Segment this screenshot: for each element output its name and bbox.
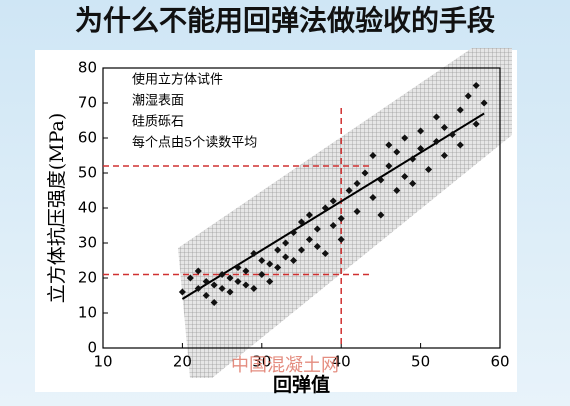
y-tick-label: 80: [78, 59, 97, 77]
point: [266, 260, 274, 268]
point: [305, 235, 313, 244]
point: [401, 134, 409, 142]
x-tick-label: 10: [93, 353, 112, 371]
point: [472, 81, 480, 90]
point: [202, 291, 210, 300]
point: [440, 151, 448, 160]
point: [313, 225, 321, 233]
point: [234, 263, 242, 272]
point: [210, 298, 218, 307]
point: [321, 204, 329, 212]
point: [464, 92, 472, 100]
point: [440, 123, 448, 132]
point: [393, 148, 401, 156]
point: [409, 179, 417, 188]
point: [369, 193, 377, 202]
point: [385, 162, 393, 170]
point: [432, 113, 441, 121]
point: [250, 284, 258, 293]
point: [274, 263, 282, 272]
watermark: 中国混凝土网: [231, 355, 339, 376]
point: [226, 274, 234, 282]
point: [218, 270, 226, 279]
point: [202, 277, 210, 286]
point: [417, 127, 425, 135]
y-tick-label: 0: [87, 339, 97, 357]
x-axis-label: 回弹值: [273, 373, 330, 396]
point: [377, 211, 385, 219]
point: [361, 169, 369, 177]
y-tick-label: 70: [78, 94, 97, 112]
point: [218, 284, 226, 293]
annotation: 硅质砾石: [132, 115, 184, 130]
y-tick-label: 40: [78, 199, 97, 217]
point: [194, 267, 202, 275]
point: [258, 270, 266, 279]
title: 为什么不能用回弹法做验收的手段: [75, 4, 495, 37]
point: [393, 186, 401, 195]
point: [321, 249, 329, 258]
point: [242, 267, 250, 275]
annotation: 潮湿表面: [132, 94, 184, 109]
y-tick-label: 30: [78, 234, 97, 252]
point: [353, 207, 361, 216]
point: [417, 144, 425, 153]
point: [329, 197, 337, 205]
point: [210, 281, 218, 289]
point: [377, 176, 385, 184]
point: [385, 141, 393, 149]
point: [258, 256, 266, 265]
y-tick-label: 50: [78, 164, 97, 182]
point: [194, 284, 202, 293]
x-tick-label: 20: [173, 353, 192, 371]
trend-line: [181, 112, 485, 300]
point: [234, 277, 242, 286]
y-tick-label: 10: [78, 304, 97, 322]
y-tick-label: 20: [78, 269, 97, 287]
point: [448, 130, 456, 139]
y-tick-label: 60: [78, 129, 97, 147]
point: [456, 141, 464, 149]
point: [297, 246, 306, 254]
y-axis-label: 立方体抗压强度(MPa): [46, 113, 68, 304]
x-tick-label: 50: [411, 353, 430, 371]
point: [242, 281, 250, 289]
point: [274, 246, 282, 254]
point: [178, 288, 186, 296]
annotation: 每个点由5个读数平均: [132, 135, 257, 151]
point: [369, 151, 377, 160]
x-tick-label: 60: [490, 353, 509, 371]
x-tick-label: 30: [252, 353, 271, 371]
point: [290, 256, 298, 265]
point: [226, 288, 234, 296]
point: [432, 137, 441, 146]
point: [186, 274, 194, 282]
point: [409, 155, 417, 163]
point: [282, 253, 290, 261]
point: [313, 242, 321, 251]
point: [282, 239, 290, 247]
point: [472, 120, 480, 128]
point: [337, 214, 345, 223]
point: [345, 186, 353, 195]
point: [401, 172, 409, 181]
x-tick-label: 40: [332, 353, 351, 371]
point: [456, 106, 464, 114]
point: [266, 277, 274, 286]
annotation: 使用立方体试件: [132, 72, 223, 88]
point: [305, 211, 313, 219]
point: [353, 179, 361, 188]
point: [425, 165, 433, 174]
point: [290, 228, 298, 237]
point: [337, 235, 345, 244]
point: [297, 218, 306, 226]
point: [480, 99, 488, 107]
point: [250, 249, 258, 258]
confidence-band: [178, 48, 512, 378]
point: [329, 221, 337, 230]
